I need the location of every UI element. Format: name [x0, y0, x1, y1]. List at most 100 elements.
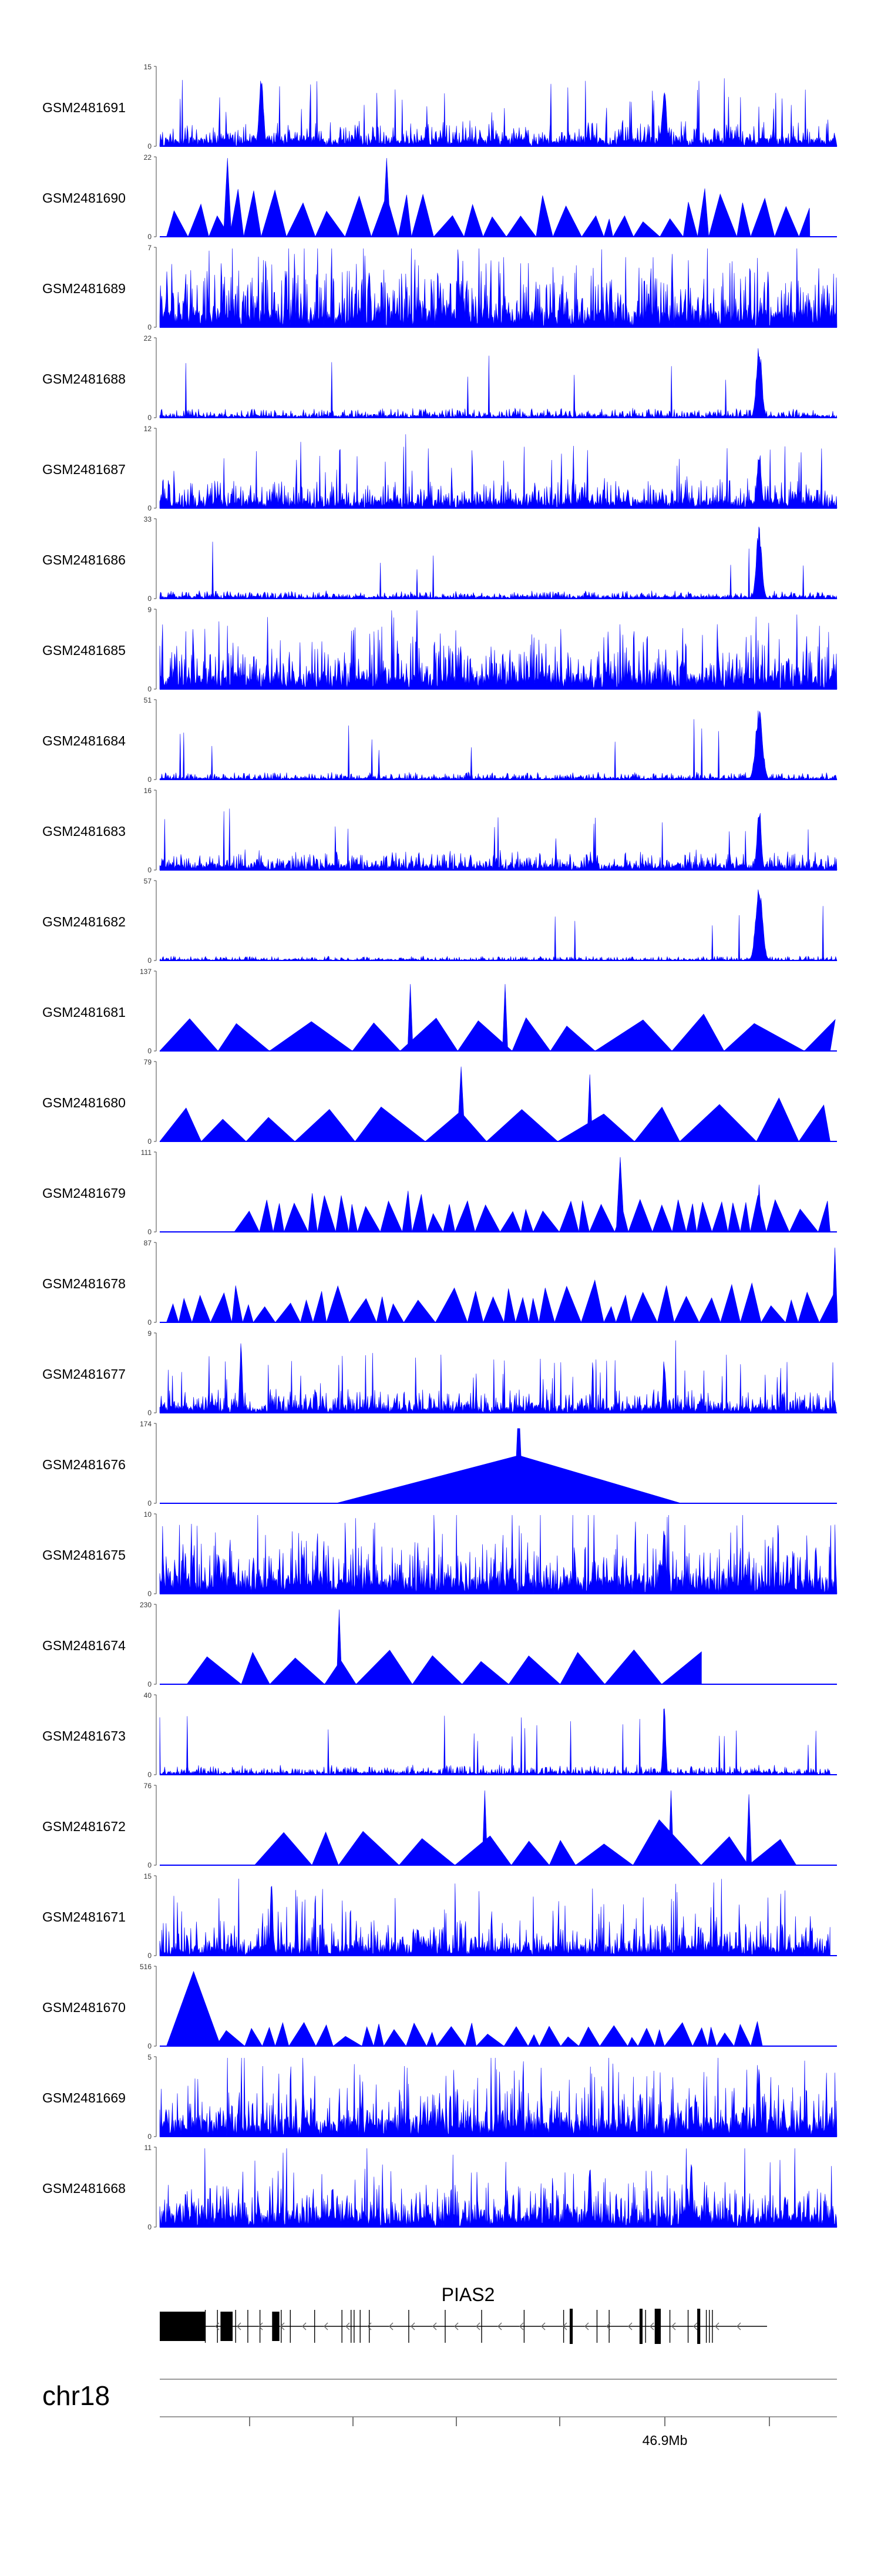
exon-block [272, 2312, 280, 2341]
exon-block [639, 2309, 643, 2344]
signal-area [254, 1790, 797, 1866]
y-max-label: 5 [147, 2053, 152, 2061]
y-min-label: 0 [147, 1228, 152, 1236]
gene-features [160, 2309, 741, 2344]
strand-arrow [628, 2322, 633, 2330]
strand-arrow [367, 2322, 372, 2330]
track-name: GSM2481672 [42, 1819, 126, 1834]
axis-tick-label: 46.9Mb [643, 2433, 688, 2448]
track-GSM2481673: GSM2481673 40 0 [42, 1691, 837, 1779]
strand-arrow [671, 2322, 676, 2330]
y-min-label: 0 [147, 2042, 152, 2050]
track-name: GSM2481690 [42, 190, 126, 206]
strand-arrow [476, 2322, 480, 2330]
track-GSM2481680: GSM2481680 79 0 [42, 1058, 837, 1146]
signal-area [159, 78, 838, 147]
exon-block [160, 2312, 206, 2341]
y-min-label: 0 [147, 595, 152, 603]
track-GSM2481677: GSM2481677 9 0 [42, 1329, 838, 1417]
y-max-label: 22 [144, 153, 152, 162]
strand-arrow [345, 2322, 350, 2330]
y-min-label: 0 [147, 1137, 152, 1146]
gene-track: PIAS2 [160, 2284, 767, 2344]
strand-arrow [497, 2322, 502, 2330]
track-name: GSM2481674 [42, 1638, 126, 1653]
track-GSM2481669: GSM2481669 5 0 [42, 2053, 838, 2141]
track-name: GSM2481670 [42, 2000, 126, 2015]
track-name: GSM2481685 [42, 643, 126, 658]
track-name: GSM2481668 [42, 2181, 126, 2196]
track-GSM2481681: GSM2481681 137 0 [42, 968, 837, 1055]
strand-arrow [737, 2322, 741, 2330]
strand-arrow [650, 2322, 654, 2330]
gene-label: PIAS2 [442, 2284, 495, 2305]
y-max-label: 51 [144, 696, 152, 704]
track-name: GSM2481678 [42, 1276, 126, 1291]
y-max-label: 79 [144, 1058, 152, 1066]
y-max-label: 9 [147, 1329, 152, 1338]
y-min-label: 0 [147, 504, 152, 512]
track-name: GSM2481691 [42, 100, 126, 115]
y-max-label: 11 [144, 2144, 152, 2152]
signal-area [166, 1247, 838, 1324]
strand-arrow [280, 2322, 285, 2330]
y-min-label: 0 [147, 233, 152, 241]
track-GSM2481690: GSM2481690 22 0 [42, 153, 837, 241]
strand-arrow [584, 2322, 589, 2330]
track-name: GSM2481676 [42, 1457, 126, 1472]
y-min-label: 0 [147, 1047, 152, 1055]
signal-area [335, 1428, 681, 1504]
track-GSM2481672: GSM2481672 76 0 [42, 1782, 837, 1869]
track-name: GSM2481669 [42, 2090, 126, 2105]
y-max-label: 10 [144, 1510, 152, 1519]
y-max-label: 16 [144, 787, 152, 795]
track-GSM2481686: GSM2481686 33 0 [42, 515, 838, 603]
signal-area [159, 1066, 830, 1142]
signal-area [159, 1514, 838, 1594]
strand-arrow [215, 2322, 220, 2330]
signal-area [166, 1970, 763, 2047]
signal-area [159, 1340, 838, 1413]
strand-arrow [693, 2322, 698, 2330]
track-GSM2481679: GSM2481679 111 0 [42, 1148, 837, 1236]
track-name: GSM2481687 [42, 462, 126, 477]
signal-area [159, 2148, 838, 2228]
y-max-label: 15 [144, 63, 152, 71]
strand-arrow [454, 2322, 459, 2330]
strand-arrow [258, 2322, 263, 2330]
track-name: GSM2481686 [42, 552, 126, 567]
track-GSM2481682: GSM2481682 57 0 [42, 877, 838, 965]
track-name: GSM2481689 [42, 281, 126, 296]
y-min-label: 0 [147, 1499, 152, 1507]
y-max-label: 111 [141, 1148, 152, 1157]
signal-area [159, 434, 838, 509]
y-max-label: 516 [140, 1963, 152, 1971]
y-max-label: 76 [144, 1782, 152, 1790]
strand-arrow [519, 2322, 524, 2330]
track-GSM2481674: GSM2481674 230 0 [42, 1601, 837, 1688]
y-min-label: 0 [147, 2132, 152, 2141]
track-name: GSM2481679 [42, 1185, 126, 1201]
y-min-label: 0 [147, 2223, 152, 2231]
y-max-label: 9 [147, 606, 152, 614]
y-max-label: 174 [140, 1420, 152, 1428]
track-name: GSM2481673 [42, 1728, 126, 1744]
signal-area [159, 984, 836, 1052]
y-min-label: 0 [147, 1318, 152, 1326]
y-max-label: 12 [144, 425, 152, 433]
y-max-label: 33 [144, 515, 152, 523]
signal-area [159, 348, 838, 419]
y-min-label: 0 [147, 775, 152, 784]
strand-arrow [302, 2322, 307, 2330]
track-GSM2481684: GSM2481684 51 0 [42, 696, 838, 784]
y-min-label: 0 [147, 1680, 152, 1688]
y-max-label: 15 [144, 1872, 152, 1880]
axis-ticks: 46.9Mb [249, 2417, 770, 2448]
y-min-label: 0 [147, 1590, 152, 1598]
chromosome-label: chr18 [42, 2380, 110, 2411]
y-min-label: 0 [147, 1861, 152, 1869]
signal-area [159, 1708, 830, 1775]
track-name: GSM2481682 [42, 914, 126, 929]
